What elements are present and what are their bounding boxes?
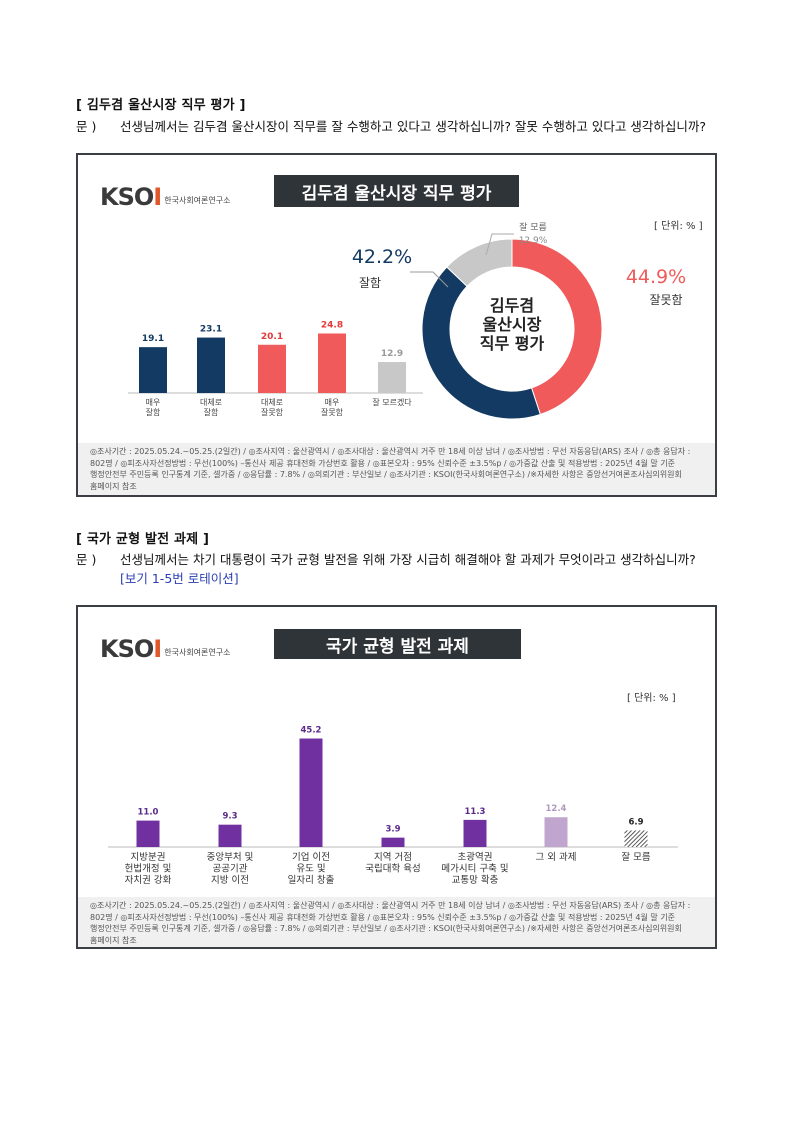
footnote-line: ◎조사기간 : 2025.05.24.~05.25.(2일간) / ◎조사지역 … [90,447,691,456]
logo-mark: KSOI [100,635,162,663]
category-label: 대체로 잘함 [200,397,222,417]
section-title-balance: [ 국가 균형 발전 과제 ] [76,532,210,547]
bar-value-label: 3.9 [385,825,400,835]
bar [258,344,286,393]
approval-chart-svg: 19.1 매우 잘함 23.1 대체로 잘함 20.1 대체로 잘못함 24.8 매우 잘못함 12.9… [128,221,686,420]
balance-chart-svg: 11.0 지방분권 헌법개정 및 자치권 강화 9.3 중앙부처 및 공공기관 지방 이전 45… [108,726,678,886]
footnote-line: 홈페이지 참조 [90,935,137,945]
footnote-line: 802명 / ◎피조사자선정방법 : 무선(100%) –통신사 제공 휴대전화… [90,458,676,468]
bar [218,824,242,847]
footnote-line: 행정안전부 주민등록 인구통계 기준, 셀가중 / ◎응답률 : 7.8% / … [90,470,682,479]
footnote-line: 홈페이지 참조 [90,481,137,491]
question-label: 문 ) [76,552,97,567]
bar [139,347,167,393]
bad-name-label: 잘못함 [649,293,682,307]
footnote-line: 행정안전부 주민등록 인구통계 기준, 셀가중 / ◎응답률 : 7.8% / … [90,924,682,933]
logo-mark: KSOI [100,183,162,211]
dk-leader-line [485,233,514,256]
bad-percent-label: 44.9% [626,266,686,288]
category-label: 대체로 잘못함 [261,397,284,417]
ksoi-logo: KSOI 한국사회여론연구소 [100,635,230,663]
donut-slice [511,238,603,416]
donut-center-label: 김두겸 울산시장 직무 평가 [480,296,545,353]
category-label: 지방분권 헌법개정 및 자치권 강화 [125,851,172,886]
chart-title-banner: 국가 균형 발전 과제 [274,629,521,659]
category-label: 잘 모르겠다 [372,397,412,407]
footnote-line: ◎조사기간 : 2025.05.24.~05.25.(2일간) / ◎조사지역 … [90,901,691,910]
survey-footnote: ◎조사기간 : 2025.05.24.~05.25.(2일간) / ◎조사지역 … [78,897,715,947]
good-percent-label: 42.2% [352,246,412,268]
category-label: 매우 잘못함 [321,398,344,417]
ksoi-logo: KSOI 한국사회여론연구소 [100,183,230,211]
bar-value-label: 20.1 [261,332,283,342]
category-label: 기업 이전 유도 및 일자리 창출 [288,851,335,886]
survey-footnote: ◎조사기간 : 2025.05.24.~05.25.(2일간) / ◎조사지역 … [78,443,715,495]
bar [136,820,160,847]
category-label: 지역 거점 국립대학 육성 [365,851,420,875]
question-text: 선생님께서는 김두겸 울산시장이 직무를 잘 수행하고 있다고 생각하십니까? … [120,119,706,134]
good-leader-line [410,271,449,288]
unit-label: [ 단위: % ] [654,221,703,232]
question-label: 문 ) [76,119,97,134]
category-label: 매우 잘함 [146,398,161,417]
bar-value-label: 24.8 [321,320,343,330]
category-label: 그 외 과제 [536,851,577,863]
footnote-line: 802명 / ◎피조사자선정방법 : 무선(100%) –통신사 제공 휴대전화… [90,912,676,922]
question-approval: 문 ) 선생님께서는 김두겸 울산시장이 직무를 잘 수행하고 있다고 생각하십… [76,117,721,136]
bar [381,837,405,847]
logo-org: 한국사회여론연구소 [164,647,231,657]
good-name-label: 잘함 [359,276,381,290]
bar [624,830,648,847]
donut-slice [446,238,513,287]
bar [299,738,323,847]
unit-label: [ 단위: % ] [627,693,676,704]
bar-value-label: 45.2 [301,726,322,736]
bar-value-label: 12.4 [546,804,567,814]
category-label: 초광역권 메가시티 구축 및 교통망 확충 [441,851,508,886]
bar-value-label: 23.1 [200,325,222,335]
bar-value-label: 6.9 [628,817,643,827]
bar-value-label: 19.1 [142,334,164,344]
approval-chart-panel: KSOI 한국사회여론연구소 김두겸 울산시장 직무 평가 [ 단위: % ] … [76,153,717,497]
category-label: 잘 모름 [621,851,650,863]
dk-name-label: 잘 모름 [519,221,547,233]
bar [463,819,487,847]
section-title-approval: [ 김두겸 울산시장 직무 평가 ] [76,98,246,113]
bar [197,337,225,393]
question-text: 선생님께서는 차기 대통령이 국가 균형 발전을 위해 가장 시급히 해결해야 … [120,552,696,567]
logo-org: 한국사회여론연구소 [164,195,231,205]
dk-percent-label: 12.9% [519,236,548,246]
bar-value-label: 9.3 [222,812,237,822]
donut-slice [421,266,541,420]
bar-value-label: 12.9 [381,349,403,359]
bar-value-label: 11.3 [465,807,486,817]
bar [378,362,406,393]
bar-value-label: 11.0 [138,808,159,818]
balance-chart-panel: KSOI 한국사회여론연구소 국가 균형 발전 과제 [ 단위: % ] 11.… [76,605,717,949]
bar [318,333,346,393]
question-balance: 문 ) 선생님께서는 차기 대통령이 국가 균형 발전을 위해 가장 시급히 해… [76,550,721,588]
category-label: 중앙부처 및 공공기관 지방 이전 [207,851,254,886]
rotation-note: [보기 1-5번 로테이션] [120,571,239,586]
bar [544,817,568,847]
chart-title-banner: 김두겸 울산시장 직무 평가 [274,175,519,207]
